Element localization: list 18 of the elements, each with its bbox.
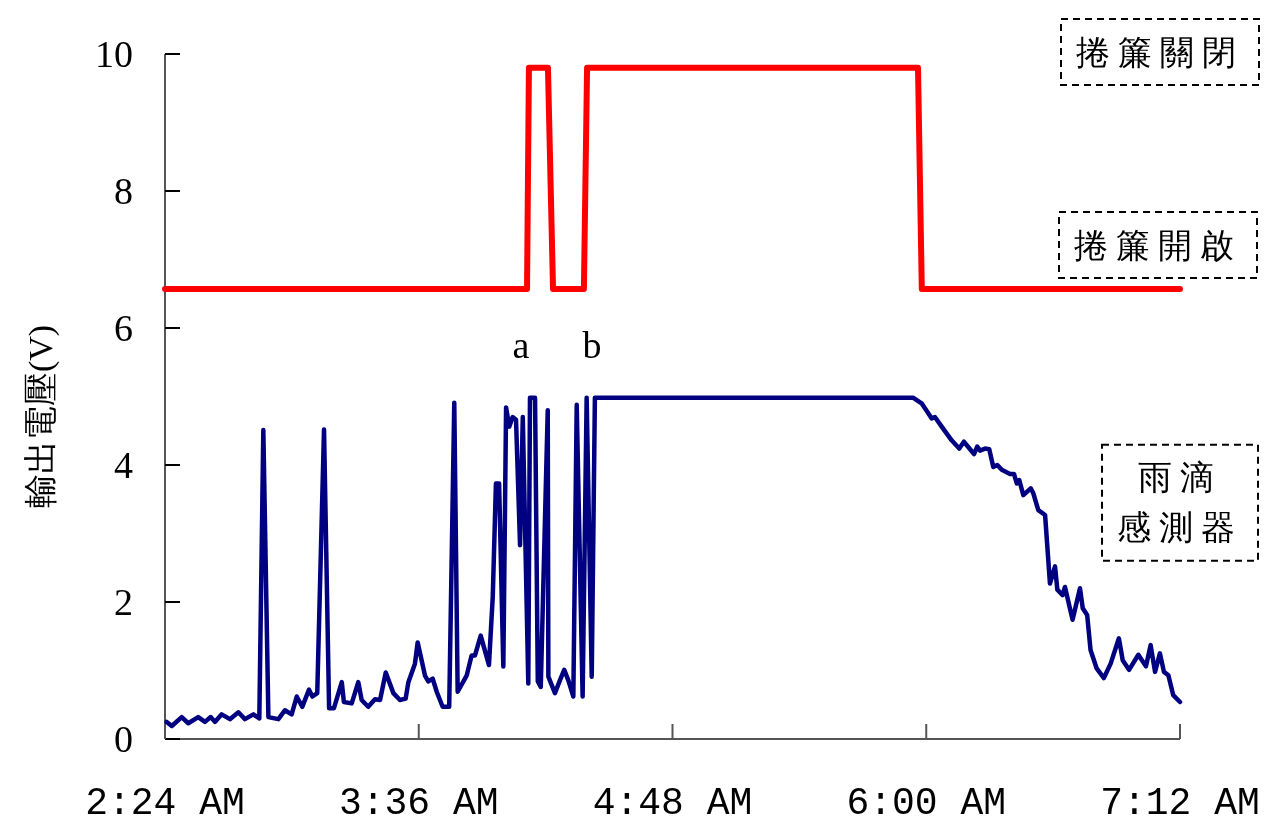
annotation: a — [512, 324, 530, 366]
y-tick-label: 0 — [114, 718, 133, 760]
x-tick-label: 2:24 AM — [85, 782, 245, 825]
x-tick-label: 3:36 AM — [338, 782, 499, 825]
y-tick-label: 4 — [114, 444, 133, 486]
annotation: 捲簾開啟 — [1074, 226, 1242, 264]
legend-雨滴感測器: 雨滴感測器 — [1101, 443, 1259, 562]
x-tick-label: 7:12 AM — [1100, 782, 1260, 825]
x-tick-label: 6:00 AM — [846, 782, 1007, 825]
y-tick-label: 8 — [114, 170, 133, 212]
y-tick-label: 2 — [114, 581, 133, 623]
annotation: b — [582, 324, 602, 366]
y-tick-label: 6 — [114, 307, 133, 349]
x-tick-label: 4:48 AM — [592, 782, 753, 825]
y-axis-title: 輸出電壓(V) — [21, 324, 60, 509]
y-tick-label: 10 — [95, 33, 133, 75]
series-label: 雨滴感測器 — [1117, 459, 1243, 547]
annotation: 捲簾關閉 — [1076, 33, 1244, 71]
